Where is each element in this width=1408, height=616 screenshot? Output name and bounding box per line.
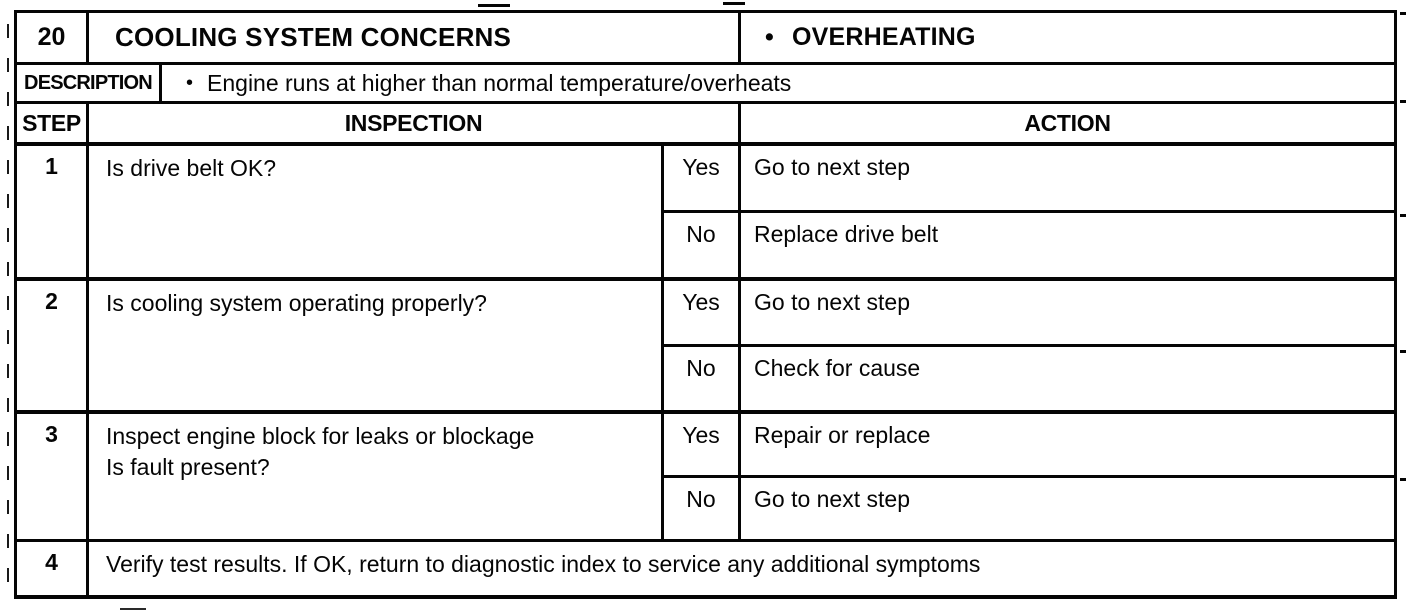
step-number: 1 <box>17 146 89 277</box>
branch-group: Yes Repair or replace No Go to next step <box>664 414 1394 539</box>
symptom-label: OVERHEATING <box>791 23 976 51</box>
branch-no: No Check for cause <box>664 344 1394 410</box>
table-row-step-3: 3 Inspect engine block for leaks or bloc… <box>17 410 1394 539</box>
scan-artifact <box>1400 12 1406 15</box>
inspection-text: Inspect engine block for leaks or blocka… <box>89 414 664 539</box>
answer-cell: Yes <box>664 414 741 475</box>
scan-artifact <box>723 2 745 5</box>
branch-no: No Replace drive belt <box>664 210 1394 277</box>
branch-no: No Go to next step <box>664 475 1394 539</box>
branch-group: Yes Go to next step No Check for cause <box>664 281 1394 410</box>
answer-cell: Yes <box>664 281 741 344</box>
answer-cell: No <box>664 347 741 410</box>
scan-artifact <box>120 608 146 610</box>
column-header-inspection: INSPECTION <box>89 104 741 142</box>
action-text: Check for cause <box>754 355 921 381</box>
section-title: COOLING SYSTEM CONCERNS <box>89 13 741 62</box>
diagnostic-table: 20 COOLING SYSTEM CONCERNS • OVERHEATING… <box>14 10 1397 599</box>
step-number: 4 <box>17 542 89 595</box>
description-text-cell: • Engine runs at higher than normal temp… <box>162 65 1394 101</box>
branch-yes: Yes Repair or replace <box>664 414 1394 475</box>
column-header-step: STEP <box>17 104 89 142</box>
column-header-action: ACTION <box>1024 109 1111 136</box>
answer-cell: No <box>664 213 741 277</box>
action-text: Repair or replace <box>754 422 931 448</box>
symptom-cell: • OVERHEATING <box>741 13 1394 62</box>
action-text: Go to next step <box>754 154 910 180</box>
scan-artifact <box>7 24 9 584</box>
action-text: Go to next step <box>754 486 910 512</box>
bullet-icon: • <box>186 72 194 94</box>
branch-yes: Yes Go to next step <box>664 281 1394 344</box>
table-header-row: 20 COOLING SYSTEM CONCERNS • OVERHEATING <box>17 13 1394 62</box>
branch-group: Yes Go to next step No Replace drive bel… <box>664 146 1394 277</box>
table-row-step-1: 1 Is drive belt OK? Yes Go to next step … <box>17 142 1394 277</box>
description-text: Engine runs at higher than normal temper… <box>207 69 792 96</box>
section-number: 20 <box>17 13 89 62</box>
column-header-row: STEP INSPECTION ACTION <box>17 101 1394 142</box>
action-text: Replace drive belt <box>754 221 939 247</box>
scan-artifact <box>1400 350 1406 353</box>
bullet-icon: • <box>765 23 774 51</box>
step-number: 2 <box>17 281 89 410</box>
scan-artifact <box>1400 214 1406 217</box>
scan-artifact <box>478 4 510 7</box>
inspection-text: Verify test results. If OK, return to di… <box>106 551 981 577</box>
answer-cell: Yes <box>664 146 741 210</box>
inspection-text: Is cooling system operating properly? <box>89 281 664 410</box>
table-row-step-4: 4 Verify test results. If OK, return to … <box>17 539 1394 595</box>
inspection-text: Is drive belt OK? <box>89 146 664 277</box>
step-number: 3 <box>17 414 89 539</box>
table-row-step-2: 2 Is cooling system operating properly? … <box>17 277 1394 410</box>
answer-cell: No <box>664 478 741 539</box>
description-label: DESCRIPTION <box>17 65 162 101</box>
scan-artifact <box>1400 478 1406 481</box>
branch-yes: Yes Go to next step <box>664 146 1394 210</box>
action-text: Go to next step <box>754 289 910 315</box>
description-row: DESCRIPTION • Engine runs at higher than… <box>17 62 1394 101</box>
scan-artifact <box>1400 100 1406 103</box>
